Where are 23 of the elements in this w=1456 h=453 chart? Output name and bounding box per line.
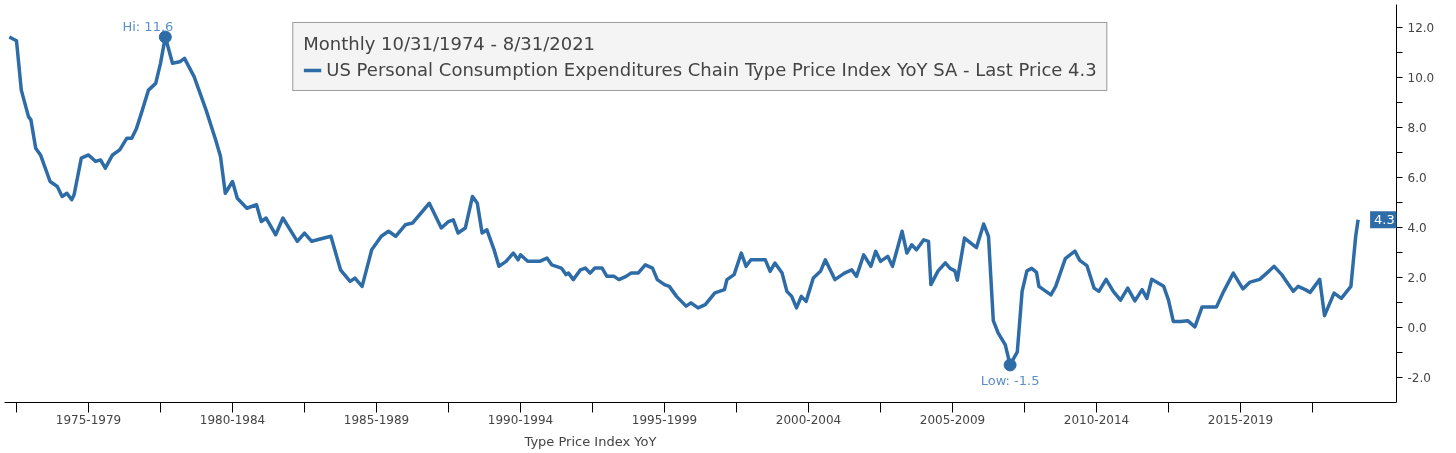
x-tick-label: 1985-1989 <box>343 412 410 427</box>
x-tick-label: 2005-2009 <box>919 412 986 427</box>
x-tick-label: 1975-1979 <box>55 412 122 427</box>
annotation: Hi: 11.6 <box>122 19 174 35</box>
x-tick-label: 1995-1999 <box>631 412 698 427</box>
x-tick-label: 1990-1994 <box>487 412 554 427</box>
y-tick-label: 4.0 <box>1407 220 1427 235</box>
legend-title: Monthly 10/31/1974 - 8/31/2021 <box>303 33 597 54</box>
x-tick-label: 1980-1984 <box>199 412 266 427</box>
y-tick-label: 8.0 <box>1407 120 1427 135</box>
text: Type Price Index YoY <box>523 433 657 449</box>
y-tick-label: 2.0 <box>1407 270 1427 285</box>
x-tick-label: 2015-2019 <box>1207 412 1274 427</box>
legend-label: US Personal Consumption Expenditures Chain Type Price Index YoY SA - Last Price 4.3 <box>326 59 1097 80</box>
y-tick-label: 10.0 <box>1407 70 1435 85</box>
annotation: 4.3 <box>1374 212 1395 228</box>
x-tick-label: 2000-2004 <box>775 412 842 427</box>
x-tick-label: 2010-2014 <box>1063 412 1130 427</box>
y-tick-label: -2.0 <box>1407 370 1431 385</box>
y-tick-label: 0.0 <box>1407 320 1427 335</box>
y-tick-label: 6.0 <box>1407 170 1427 185</box>
y-tick-label: 12.0 <box>1407 20 1435 35</box>
annotation: Low: -1.5 <box>980 372 1040 388</box>
